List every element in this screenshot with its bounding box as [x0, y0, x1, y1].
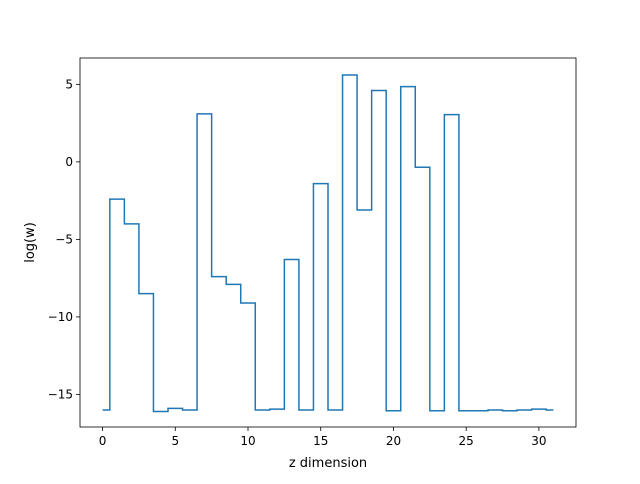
x-axis-ticks: 0 5 10 15 20 25 30 [99, 427, 547, 448]
x-tick-label: 5 [171, 434, 179, 448]
x-tick-label: 15 [313, 434, 328, 448]
series-line-0 [102, 74, 554, 413]
series-layer [102, 74, 554, 413]
x-tick-label: 0 [99, 434, 107, 448]
y-axis-ticks: −15 −10 −5 0 5 [48, 77, 80, 401]
y-tick-label: −10 [48, 310, 73, 324]
x-axis-label: z dimension [289, 456, 367, 471]
y-tick-label: −5 [55, 232, 73, 246]
y-axis-label: log(w) [23, 222, 38, 263]
x-tick-label: 25 [459, 434, 474, 448]
x-tick-label: 10 [240, 434, 255, 448]
axes-frame [79, 57, 577, 428]
y-tick-label: 0 [65, 155, 73, 169]
y-tick-label: −15 [48, 387, 73, 401]
x-tick-label: 30 [531, 434, 546, 448]
y-tick-label: 5 [65, 77, 73, 91]
x-tick-label: 20 [386, 434, 401, 448]
axes-spines [79, 57, 577, 428]
